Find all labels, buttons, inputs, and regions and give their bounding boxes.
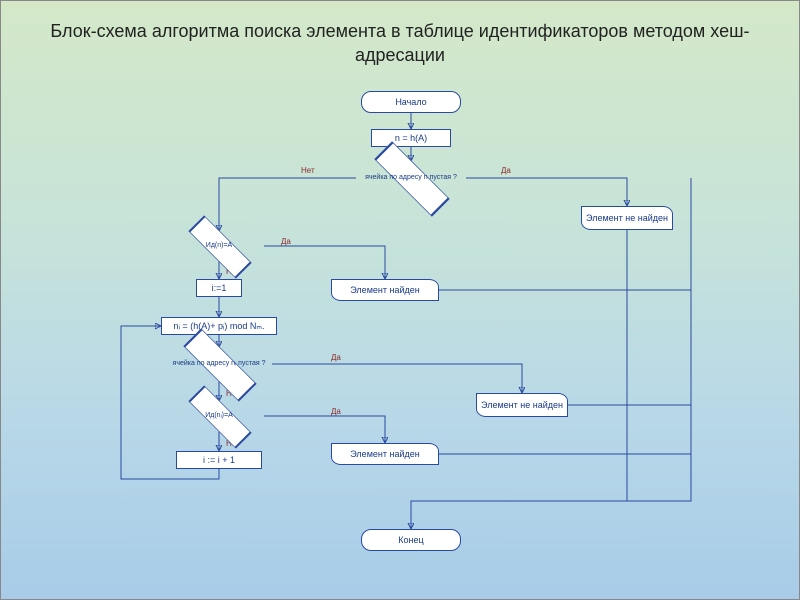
edge-label: Да <box>331 407 341 416</box>
edge-d1-d2 <box>219 178 356 231</box>
edge-label: Нет <box>301 166 315 175</box>
flowchart-canvas: ДаНетДаНетДаНетДаНетНачалоn = h(A)ячейка… <box>1 1 800 600</box>
edge-d4-io4 <box>264 416 385 443</box>
node-label: ячейка по адресу nᵢ пустая ? <box>166 347 272 381</box>
slide: Блок-схема алгоритма поиска элемента в т… <box>0 0 800 600</box>
node-d4: Ид(nᵢ)=A <box>174 401 264 431</box>
node-io3: Элемент не найден <box>476 393 568 417</box>
node-p1: n = h(A) <box>371 129 451 147</box>
edge-label: Да <box>501 166 511 175</box>
node-p4: i := i + 1 <box>176 451 262 469</box>
node-start: Начало <box>361 91 461 113</box>
edge-io1-merge <box>627 230 691 501</box>
node-end: Конец <box>361 529 461 551</box>
edge-merge-end <box>411 178 691 529</box>
node-d1: ячейка по адресу n пустая ? <box>356 161 466 195</box>
edge-label: Да <box>281 237 291 246</box>
node-label: ячейка по адресу n пустая ? <box>356 161 466 195</box>
edge-label: Да <box>331 353 341 362</box>
node-label: Ид(nᵢ)=A <box>174 401 264 431</box>
node-io4: Элемент найден <box>331 443 439 465</box>
edge-d1-io1 <box>466 178 627 206</box>
node-p2: i:=1 <box>196 279 242 297</box>
edge-d3-io3 <box>272 364 522 393</box>
node-io1: Элемент не найден <box>581 206 673 230</box>
node-p3: nᵢ = (h(A)+ pᵢ) mod Nₘ. <box>161 317 277 335</box>
edge-d2-io2 <box>264 246 385 279</box>
node-d3: ячейка по адресу nᵢ пустая ? <box>166 347 272 381</box>
node-d2: Ид(n)=A <box>174 231 264 261</box>
node-label: Ид(n)=A <box>174 231 264 261</box>
node-io2: Элемент найден <box>331 279 439 301</box>
